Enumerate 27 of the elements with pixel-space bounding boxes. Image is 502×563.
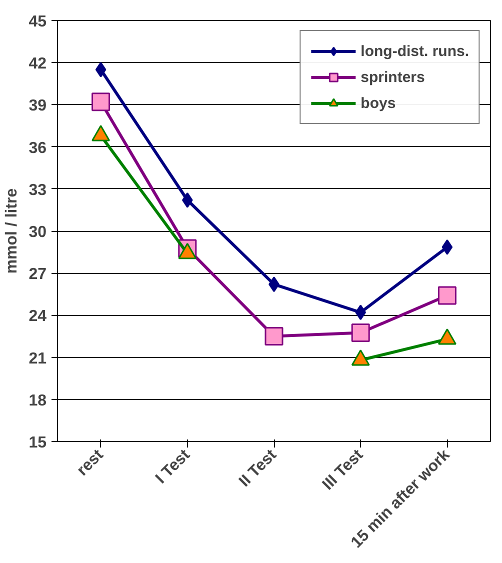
y-tick-label: 33	[28, 182, 47, 199]
point	[442, 239, 453, 255]
point	[355, 304, 366, 320]
point	[95, 62, 106, 78]
x-tick-label: I Test	[152, 446, 194, 488]
y-tick-label: 42	[28, 56, 47, 73]
y-tick-label: 45	[28, 14, 47, 30]
point	[351, 323, 370, 342]
y-tick-label: 36	[28, 140, 47, 157]
y-tick-label: 30	[28, 224, 47, 241]
legend-label: sprinters	[360, 68, 425, 86]
legend-label: long-dist. runs.	[360, 42, 469, 60]
y-tick-label: 15	[28, 434, 47, 452]
y-tick-label: 21	[28, 350, 47, 368]
y-tick-label: 18	[28, 392, 47, 410]
x-tick-label: rest	[74, 446, 108, 480]
y-axis-title: mmol / litre	[4, 188, 21, 274]
y-tick-label: 24	[28, 308, 47, 326]
point	[92, 92, 110, 112]
y-tick-label: 27	[28, 266, 47, 284]
point	[264, 327, 284, 346]
point	[182, 192, 193, 208]
point	[438, 286, 456, 305]
legend-label: boys	[360, 94, 396, 112]
y-tick-label: 39	[28, 98, 47, 115]
x-tick-label: III Test	[320, 446, 368, 494]
x-tick-label: II Test	[236, 446, 280, 490]
